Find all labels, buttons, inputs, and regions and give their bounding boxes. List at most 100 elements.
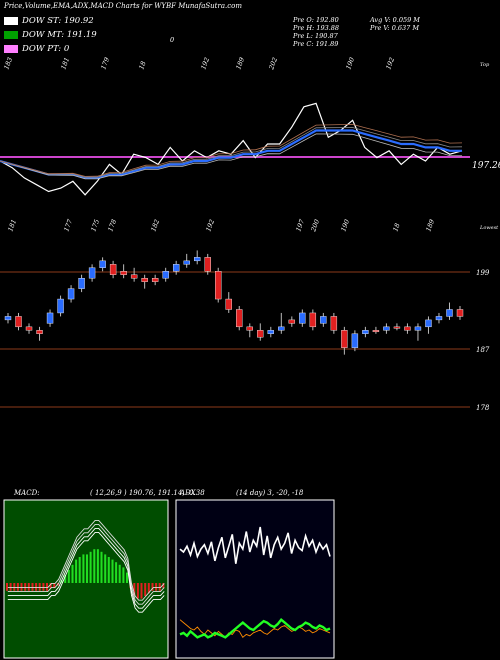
candle-number-label: 175	[89, 218, 101, 232]
top-number-label: 189	[234, 56, 246, 70]
prev-volume: Pre V: 0.637 M	[370, 24, 420, 32]
macd-bar	[82, 554, 85, 583]
macd-bar	[38, 583, 41, 591]
candle-body	[341, 330, 348, 348]
legend-swatch-pt	[4, 45, 18, 53]
candle-body	[414, 326, 422, 331]
macd-bar	[53, 583, 56, 589]
candle-number-label: 177	[62, 217, 74, 232]
candle-body	[278, 326, 285, 331]
candle-body	[320, 316, 327, 324]
macd-bar	[100, 551, 103, 583]
axis-label-199: 199	[476, 269, 490, 277]
macd-bar	[144, 583, 147, 596]
candle-number-label: 181	[6, 218, 18, 232]
candle-body	[309, 312, 317, 328]
candle-body	[362, 330, 369, 334]
top-number-label: 202	[267, 56, 279, 71]
price-line	[0, 102, 463, 196]
candle-number-label: 197	[294, 217, 306, 232]
macd-lines	[7, 519, 165, 613]
macd-line-3	[7, 519, 165, 601]
macd-bar	[6, 583, 8, 591]
candle-number-label: 200	[309, 218, 321, 233]
legend-label-st: DOW ST: 190.92	[22, 16, 94, 26]
candle-body	[141, 278, 148, 282]
axis-label-178: 178	[476, 404, 490, 412]
macd-bar	[147, 583, 150, 594]
adx-lines	[179, 526, 331, 639]
candle-number-label: 192	[204, 218, 216, 232]
legend-swatch-st	[4, 17, 18, 25]
macd-bar	[9, 583, 12, 591]
macd-bar	[115, 562, 118, 583]
candle-panel-labels: 181 177 175 178 182 192 197 200 190 18 189	[6, 217, 436, 233]
candle-number-label: 182	[149, 218, 161, 232]
candle-number-label: 18	[391, 222, 401, 233]
macd-bar	[31, 583, 34, 591]
ohlc-close: Pre C: 191.89	[293, 40, 339, 48]
macd-bar	[16, 583, 19, 591]
macd-bar	[136, 583, 139, 599]
candle-number-label: 189	[424, 218, 436, 232]
candle-body	[4, 316, 12, 321]
candle-body	[183, 260, 190, 265]
candle-body	[267, 330, 274, 334]
minus-di-line	[179, 617, 331, 639]
ema-line	[0, 129, 462, 179]
macd-bar	[140, 583, 143, 599]
macd-bar	[155, 583, 158, 591]
macd-bar	[64, 575, 67, 583]
macd-bar	[111, 559, 114, 583]
candle-body	[57, 298, 64, 314]
legend-dow-st: DOW ST: 190.92	[4, 16, 94, 26]
macd-panel: MACD: ( 12,26,9 ) 190.76, 191.14, -0.38	[3, 489, 205, 659]
ohlc-open: Pre O: 192.80	[293, 16, 339, 24]
candle-body	[330, 316, 338, 331]
ohlc-high: Pre H: 193.88	[293, 24, 340, 32]
candle-body	[194, 257, 201, 262]
top-number-label: 183	[2, 56, 14, 70]
candle-body	[162, 271, 169, 279]
top-corner-label: Top	[480, 62, 490, 68]
macd-bar	[96, 549, 99, 583]
candle-body	[288, 319, 296, 324]
chart-title: Price,Volume,EMA,ADX,MACD Charts for WYB…	[4, 2, 242, 10]
candle-body	[36, 330, 43, 334]
candle-body	[120, 271, 127, 275]
macd-bar	[89, 551, 92, 583]
ema-band-2	[0, 123, 463, 177]
top-number-label: 181	[59, 56, 71, 70]
stray-zero-label: 0	[170, 36, 175, 44]
candle-body	[383, 326, 390, 331]
macd-bar	[35, 583, 38, 591]
legend-dow-pt: DOW PT: 0	[4, 44, 69, 54]
candle-body	[67, 288, 75, 300]
legend-label-pt: DOW PT: 0	[22, 44, 70, 54]
candle-body	[151, 278, 159, 282]
macd-bar	[86, 554, 88, 583]
candle-corner-label: Lowest	[479, 225, 499, 231]
candle-body	[393, 326, 401, 329]
macd-bar	[46, 583, 48, 591]
top-number-label: 18	[137, 60, 147, 71]
candle-body	[299, 312, 306, 324]
macd-bar	[104, 554, 107, 583]
candle-number-label: 190	[339, 218, 351, 232]
candle-body	[435, 316, 443, 321]
candle-body	[172, 264, 180, 272]
macd-bar	[93, 549, 96, 583]
price-ema-panel: 183 181 179 18 192 189 202 190 192 197.26 Top	[0, 56, 500, 196]
legend-swatch-mt	[4, 31, 18, 39]
ohlc-low: Pre L: 190.87	[293, 32, 338, 40]
macd-bar	[24, 583, 27, 591]
macd-bar	[49, 583, 52, 589]
avg-volume: Avg V: 0.059 M	[370, 16, 420, 24]
candle-body	[225, 298, 232, 310]
top-number-label: 192	[199, 56, 211, 70]
top-number-label: 179	[99, 56, 111, 70]
top-panel-labels: 183 181 179 18 192 189 202 190 192	[2, 56, 396, 71]
macd-bar	[20, 583, 23, 591]
legend-dow-mt: DOW MT: 191.19	[4, 30, 97, 40]
candle-body	[456, 309, 464, 317]
